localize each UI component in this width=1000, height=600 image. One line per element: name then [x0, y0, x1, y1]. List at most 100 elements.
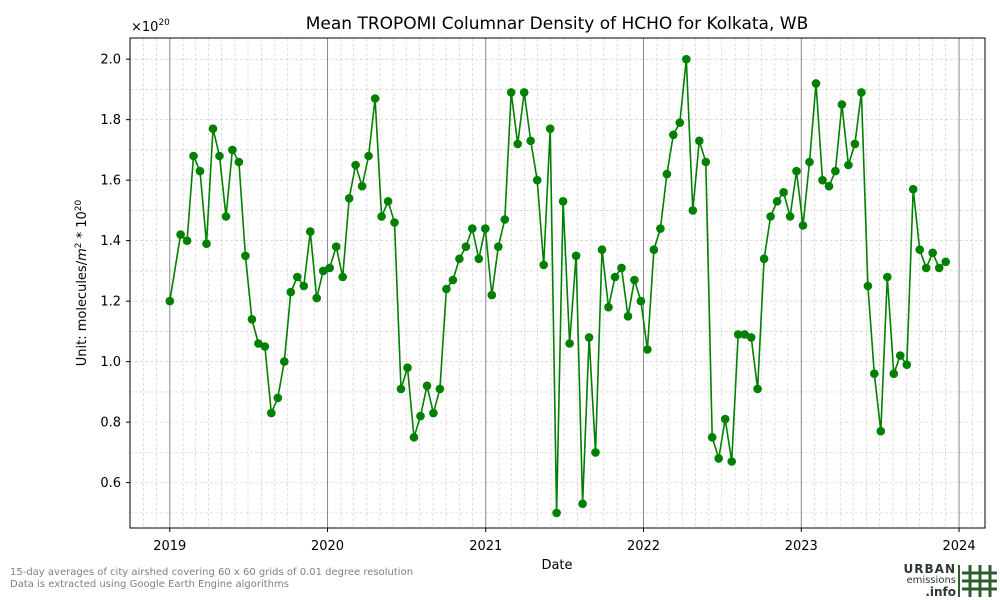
hash-grid-icon — [958, 565, 997, 597]
plot-frame — [129, 37, 986, 529]
data-point — [831, 166, 840, 176]
data-point — [759, 254, 769, 264]
data-point — [857, 88, 866, 97]
y-tick-label: 0.8 — [100, 416, 121, 431]
data-point — [798, 221, 808, 230]
data-point — [740, 330, 749, 339]
data-point — [610, 272, 620, 282]
data-point — [260, 342, 270, 351]
data-point — [707, 433, 717, 442]
x-tick-label: 2024 — [943, 539, 976, 554]
data-point — [338, 272, 348, 282]
urban-emissions-logo: URBAN emissions .info — [898, 562, 1000, 600]
data-point — [921, 263, 931, 273]
data-point — [176, 230, 185, 239]
data-point — [701, 157, 711, 167]
data-point — [344, 194, 354, 203]
data-point — [221, 212, 231, 221]
y-offset-text: ×1020 — [131, 18, 170, 35]
data-point — [682, 54, 691, 64]
y-axis: 0.6 0.8 1.0 1.2 1.4 1.6 1.8 2.0 — [100, 53, 130, 491]
data-point — [695, 136, 704, 146]
data-point — [234, 157, 244, 167]
data-point — [364, 151, 373, 161]
data-point — [215, 151, 224, 161]
y-axis-label: Unit: molecules/m2 * 1020 — [74, 199, 90, 366]
x-tick-label: 2021 — [469, 539, 502, 554]
x-tick-label: 2020 — [311, 539, 344, 554]
logo-line-2: emissions — [906, 575, 956, 586]
data-point — [772, 197, 782, 206]
data-point — [636, 296, 646, 306]
data-point — [669, 130, 678, 140]
data-point — [461, 242, 471, 251]
data-point — [280, 357, 289, 366]
data-point — [617, 263, 626, 273]
y-tick-label: 0.6 — [100, 476, 121, 491]
data-point — [811, 79, 821, 88]
data-point — [844, 160, 853, 170]
data-point — [805, 157, 814, 167]
data-point — [876, 426, 886, 436]
data-point — [766, 212, 775, 221]
data-point — [818, 175, 827, 185]
data-point — [195, 166, 205, 176]
chart-title: Mean TROPOMI Columnar Density of HCHO fo… — [306, 14, 809, 34]
data-point — [383, 197, 393, 206]
logo-line-1: URBAN — [903, 562, 956, 576]
data-point — [293, 272, 302, 282]
x-axis-label: Date — [541, 558, 572, 573]
y-offset-base: ×10 — [131, 20, 158, 35]
data-point — [902, 360, 912, 370]
data-point — [883, 272, 892, 282]
data-point — [409, 433, 419, 442]
data-point — [474, 254, 484, 264]
logo-line-3: .info — [925, 585, 956, 599]
data-point — [189, 151, 198, 161]
data-point — [442, 284, 451, 294]
data-point — [539, 260, 548, 270]
data-point — [714, 454, 723, 463]
data-point — [351, 160, 360, 170]
data-point — [941, 257, 950, 267]
data-point — [746, 333, 756, 342]
data-point — [928, 248, 937, 258]
data-point — [675, 118, 685, 127]
series-line — [169, 59, 947, 513]
data-point — [623, 312, 633, 321]
data-point — [792, 166, 801, 176]
x-tick-label: 2022 — [627, 539, 660, 554]
data-point — [202, 239, 211, 248]
y-tick-label: 1.2 — [100, 295, 121, 310]
data-point — [837, 100, 847, 109]
data-point — [643, 345, 652, 354]
x-tick-label: 2023 — [785, 539, 818, 554]
footnote-line-1: 15-day averages of city airshed covering… — [10, 567, 414, 578]
data-point — [513, 139, 522, 149]
data-point — [390, 218, 399, 227]
data-point — [448, 275, 458, 285]
data-point — [422, 381, 432, 391]
data-point — [254, 339, 263, 348]
data-point — [649, 245, 659, 254]
data-point — [267, 408, 276, 418]
data-point — [934, 263, 944, 273]
data-point — [688, 206, 698, 215]
y-tick-label: 1.8 — [100, 113, 121, 128]
data-point — [850, 139, 860, 149]
data-point — [532, 175, 542, 185]
data-point — [455, 254, 464, 264]
data-point — [552, 508, 561, 518]
x-axis: 2019 2020 2021 2022 2023 2024 — [153, 528, 976, 554]
data-point — [519, 88, 529, 97]
data-point — [286, 287, 296, 297]
data-point — [370, 94, 380, 103]
y-tick-label: 1.0 — [100, 355, 121, 370]
data-point — [273, 393, 283, 403]
data-point — [889, 369, 899, 379]
year-lines — [169, 38, 960, 528]
data-point — [165, 296, 175, 306]
data-point — [896, 351, 905, 360]
data-point — [429, 408, 438, 418]
